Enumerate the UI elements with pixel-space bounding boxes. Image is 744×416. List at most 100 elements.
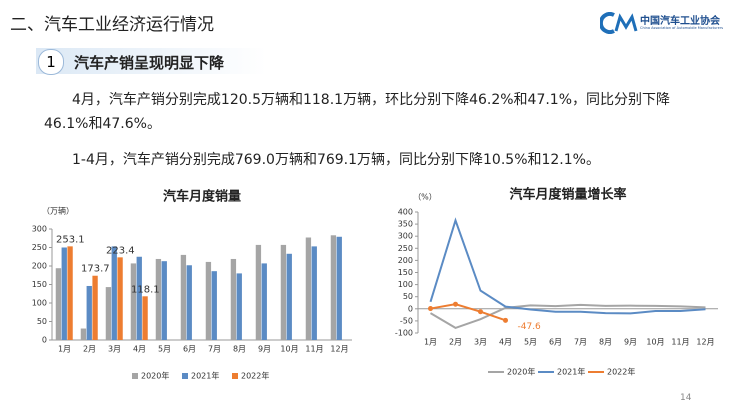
point xyxy=(503,317,508,323)
x-tick-label: 8月 xyxy=(599,338,612,347)
y-tick-label: 0 xyxy=(42,336,47,345)
y-tick-label: -50 xyxy=(400,316,413,325)
bar xyxy=(92,275,98,340)
x-tick-label: 3月 xyxy=(474,338,487,347)
x-tick-label: 1月 xyxy=(424,338,437,347)
point xyxy=(453,301,458,307)
x-tick-label: 7月 xyxy=(574,338,587,347)
y-tick-label: 150 xyxy=(32,280,47,289)
x-tick-label: 4月 xyxy=(499,338,512,347)
bar xyxy=(336,236,342,340)
bar xyxy=(211,271,217,340)
line xyxy=(429,217,706,315)
bar xyxy=(80,328,87,340)
legend-label: 2022年 xyxy=(241,371,269,381)
legend-label: 2020年 xyxy=(507,367,535,377)
x-tick-label: 11月 xyxy=(671,338,689,347)
bar xyxy=(155,258,162,340)
x-tick-label: 10月 xyxy=(646,338,664,347)
chart-title: 汽车月度销量增长率 xyxy=(509,187,626,203)
bar xyxy=(305,237,312,340)
x-tick-label: 12月 xyxy=(330,345,348,354)
data-label: -47.6 xyxy=(518,322,542,332)
y-tick-label: 100 xyxy=(398,280,413,289)
x-tick-label: 4月 xyxy=(133,345,146,354)
x-tick-label: 3月 xyxy=(108,345,121,354)
y-tick-label: 200 xyxy=(398,256,413,265)
y-tick-label: 50 xyxy=(37,317,47,326)
bar xyxy=(236,273,242,340)
x-tick-label: 9月 xyxy=(624,338,637,347)
chart-title: 汽车月度销量 xyxy=(163,189,241,205)
legend-label: 2021年 xyxy=(557,367,585,377)
section-number: 1 xyxy=(38,49,64,75)
y-tick-label: 300 xyxy=(32,225,47,234)
x-tick-label: 5月 xyxy=(158,345,171,354)
bar xyxy=(55,268,62,340)
y-tick-label: 350 xyxy=(398,220,413,229)
bar xyxy=(161,261,167,340)
y-tick-label: 200 xyxy=(32,262,47,271)
bar xyxy=(136,256,142,340)
x-tick-label: 9月 xyxy=(258,345,271,354)
logo-name: 中国汽车工业协会 xyxy=(640,16,720,27)
y-tick-label: 150 xyxy=(398,268,413,277)
bar xyxy=(142,296,148,340)
legend-swatch xyxy=(132,373,138,379)
point xyxy=(478,309,483,315)
y-tick-label: 50 xyxy=(403,292,413,301)
x-tick-label: 2月 xyxy=(83,345,96,354)
legend-label: 2022年 xyxy=(607,367,635,377)
page-number: 14 xyxy=(680,393,692,403)
bar xyxy=(186,265,192,340)
bar xyxy=(280,244,287,340)
data-label: 253.1 xyxy=(56,234,85,245)
paragraph: 4月，汽车产销分别完成120.5万辆和118.1万辆，环比分别下降46.2%和4… xyxy=(44,92,671,132)
y-axis-label: （%） xyxy=(413,193,437,202)
y-tick-label: 250 xyxy=(398,244,413,253)
x-tick-label: 10月 xyxy=(280,345,298,354)
data-label: 118.1 xyxy=(131,284,160,295)
bar xyxy=(86,285,92,340)
bar xyxy=(230,258,237,340)
x-tick-label: 12月 xyxy=(696,338,714,347)
x-tick-label: 11月 xyxy=(305,345,323,354)
bar xyxy=(205,261,212,340)
y-tick-label: -100 xyxy=(395,329,413,338)
bar xyxy=(286,253,292,340)
y-tick-label: 0 xyxy=(408,304,413,313)
y-tick-label: 300 xyxy=(398,232,413,241)
legend-label: 2020年 xyxy=(141,371,169,381)
section-band xyxy=(36,48,266,74)
x-tick-label: 2月 xyxy=(449,338,462,347)
bar xyxy=(67,246,73,340)
bar xyxy=(180,254,187,340)
slide-title: 二、汽车工业经济运行情况 xyxy=(10,15,214,35)
legend-swatch xyxy=(182,373,188,379)
y-axis-label: （万辆） xyxy=(42,206,74,216)
bar xyxy=(105,287,112,340)
y-tick-label: 250 xyxy=(32,243,47,252)
x-tick-label: 6月 xyxy=(549,338,562,347)
x-tick-label: 1月 xyxy=(58,345,71,354)
logo-subtitle: China Association of Automobile Manufact… xyxy=(640,26,724,30)
section-heading: 汽车产销呈现明显下降 xyxy=(74,54,225,72)
logo-icon xyxy=(600,12,638,34)
data-label: 173.7 xyxy=(81,264,110,275)
bar xyxy=(330,235,337,340)
bar xyxy=(130,263,137,340)
line xyxy=(430,303,506,322)
bar xyxy=(255,244,262,340)
bar xyxy=(311,246,317,340)
paragraph: 1-4月，汽车产销分别完成769.0万辆和769.1万辆，同比分别下降10.5%… xyxy=(72,152,600,168)
data-label: 223.4 xyxy=(106,245,135,256)
bar xyxy=(111,246,117,340)
bar xyxy=(61,247,67,340)
y-tick-label: 100 xyxy=(32,299,47,308)
x-tick-label: 6月 xyxy=(183,345,196,354)
x-tick-label: 5月 xyxy=(524,338,537,347)
bar xyxy=(117,257,123,340)
line xyxy=(429,303,706,330)
